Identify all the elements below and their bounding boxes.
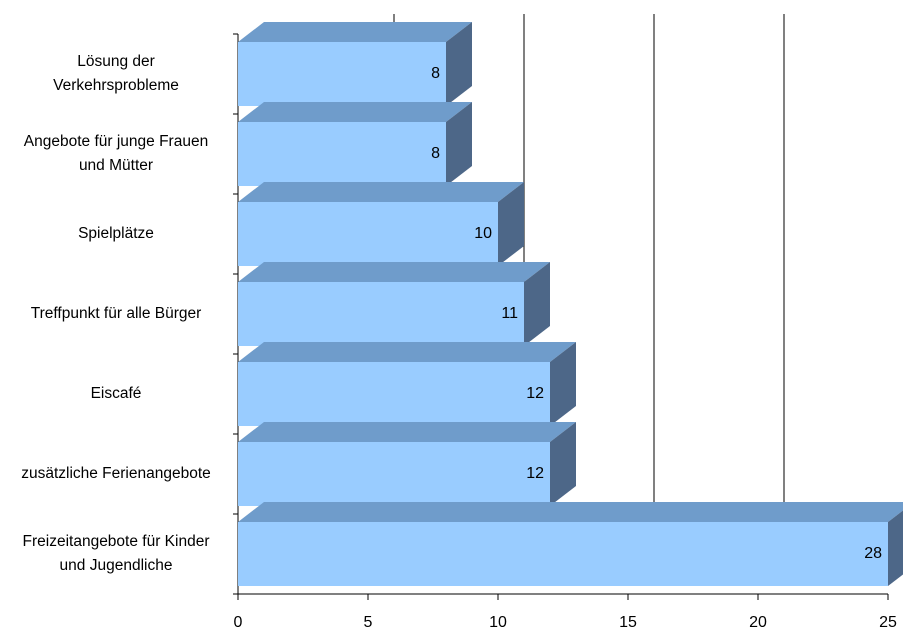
x-tick-label: 25 <box>879 614 897 631</box>
x-tick-label: 0 <box>234 614 243 631</box>
bar <box>238 262 550 346</box>
y-tick-label: Freizeitangebote für Kinder und Jugendli… <box>22 533 210 574</box>
y-tick-label: Angebote für junge Frauen und Mütter <box>23 133 209 174</box>
bar-side <box>524 262 550 346</box>
bar <box>238 342 576 426</box>
bar <box>238 422 576 506</box>
value-label: 12 <box>526 385 544 402</box>
y-tick-label: Treffpunkt für alle Bürger <box>30 305 202 322</box>
bar <box>238 182 524 266</box>
x-tick-label: 15 <box>619 614 637 631</box>
bar-front <box>238 42 446 106</box>
bar-side <box>550 422 576 506</box>
y-tick-label: Lösung der Verkehrsprobleme <box>53 53 179 94</box>
value-label: 28 <box>864 545 882 562</box>
value-label: 12 <box>526 465 544 482</box>
x-tick-label: 20 <box>749 614 767 631</box>
y-tick-label: Spielplätze <box>78 225 154 242</box>
bar <box>238 22 472 106</box>
bar <box>238 102 472 186</box>
x-tick-label: 5 <box>364 614 373 631</box>
bar-front <box>238 282 524 346</box>
bar-top <box>238 422 576 442</box>
bar-top <box>238 102 472 122</box>
y-tick-label: zusätzliche Ferienangebote <box>21 465 211 482</box>
bar <box>238 502 903 586</box>
y-tick-label: Eiscafé <box>90 385 142 402</box>
bar-front <box>238 362 550 426</box>
bar-top <box>238 182 524 202</box>
bar-front <box>238 522 888 586</box>
bar-side <box>446 22 472 106</box>
bar-top <box>238 342 576 362</box>
bar-top <box>238 502 903 522</box>
bar-top <box>238 22 472 42</box>
value-label: 8 <box>431 65 440 82</box>
x-tick-label: 10 <box>489 614 507 631</box>
bar-front <box>238 202 498 266</box>
bar-side <box>446 102 472 186</box>
value-label: 8 <box>431 145 440 162</box>
bar-side <box>550 342 576 426</box>
bar-front <box>238 122 446 186</box>
bar-side <box>888 510 903 586</box>
value-label: 10 <box>474 225 492 242</box>
bar-top <box>238 262 550 282</box>
bar-front <box>238 442 550 506</box>
bar-side <box>498 182 524 266</box>
value-label: 11 <box>501 305 518 322</box>
